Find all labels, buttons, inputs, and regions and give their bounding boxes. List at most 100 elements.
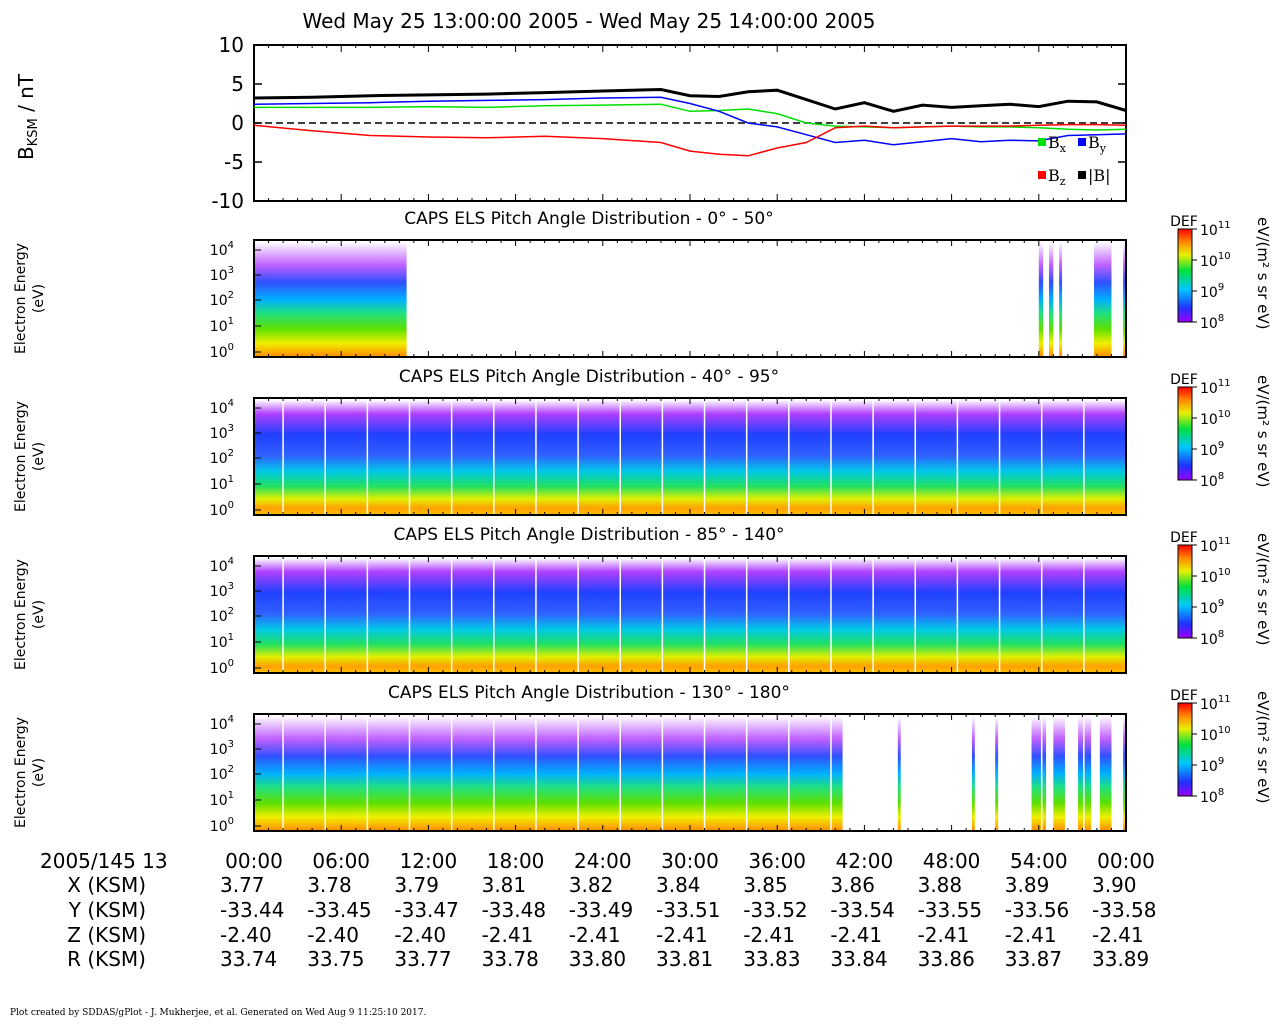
colorbar-tick-exponent: 10: [1218, 409, 1231, 420]
colorbar-tick-base: 10: [1200, 443, 1218, 459]
spectrogram-ylabel: Electron Energy (eV): [13, 243, 47, 354]
ephemeris-row-label: X (KSM): [67, 873, 146, 897]
ephemeris-value: 33.74: [220, 947, 277, 971]
ephemeris-value: 33.84: [830, 947, 887, 971]
legend-label-sub: x: [1060, 142, 1067, 155]
colorbar-tick-label: 1010: [1200, 251, 1231, 270]
spectrogram-ytick-label: 100: [210, 816, 234, 835]
legend-label-btot: |B|: [1088, 166, 1111, 185]
colorbar-tick-label: 1011: [1200, 536, 1231, 555]
spectrogram-ylabel-line1: Electron Energy: [13, 401, 29, 512]
ephemeris-value: 3.79: [394, 873, 439, 897]
ephemeris-row-label: Y (KSM): [68, 898, 146, 922]
colorbar-tick-exponent: 10: [1218, 567, 1231, 578]
ephemeris-value: 3.84: [656, 873, 701, 897]
colorbar-tick-label: 108: [1200, 471, 1224, 490]
colorbar-tick-exponent: 9: [1218, 282, 1224, 293]
colorbar-label: DEF: [1170, 372, 1198, 388]
spectrogram-ylabel: Electron Energy (eV): [13, 559, 47, 670]
ephemeris-value: -2.41: [1092, 923, 1144, 947]
spectrogram-ytick-exponent: 2: [228, 448, 234, 459]
colorbar-tick-base: 10: [1200, 254, 1218, 270]
spectrogram-ytick-label: 100: [210, 658, 234, 677]
ephemeris-value: -33.44: [220, 898, 284, 922]
colorbar: [1177, 386, 1193, 481]
spectrogram-ytick-base: 10: [210, 559, 228, 575]
spectrogram-ytick-label: 101: [210, 632, 234, 651]
legend-label-main: B: [1048, 133, 1060, 152]
spectrogram-ylabel-line1: Electron Energy: [13, 717, 29, 828]
ephemeris-row-label: R (KSM): [67, 947, 146, 971]
spectrogram-ytick-exponent: 4: [228, 714, 234, 725]
series-line-bx: [254, 103, 1127, 131]
ephemeris-value: -33.54: [830, 898, 894, 922]
ephemeris-table: 2005/145 13 00:00 06:00 12:00 18:00 24:00 30:0…: [40, 849, 1156, 971]
spectrogram-ytick-label: 103: [210, 581, 234, 600]
colorbar-tick-label: 109: [1200, 282, 1224, 301]
legend-swatch-btot: [1078, 171, 1086, 179]
colorbar-tick-base: 10: [1200, 539, 1218, 555]
time-tick-label: 24:00: [574, 849, 632, 873]
colorbar-tick-base: 10: [1200, 381, 1218, 397]
spectrogram-ytick-base: 10: [210, 477, 228, 493]
spectrogram-ytick-label: 101: [210, 316, 234, 335]
spectrogram-ytick-exponent: 0: [228, 500, 234, 511]
spectrogram-ytick-label: 104: [210, 240, 234, 259]
mag-ylabel-main: B: [14, 146, 38, 160]
legend-swatch-bx: [1038, 138, 1046, 146]
legend-label-main: |B|: [1088, 166, 1111, 185]
colorbar-tick-label: 109: [1200, 598, 1224, 617]
ephemeris-value: -2.41: [830, 923, 882, 947]
spectrogram-ylabel-line1: Electron Energy: [13, 559, 29, 670]
ephemeris-value: -2.41: [918, 923, 970, 947]
figure-title: Wed May 25 13:00:00 2005 - Wed May 25 14…: [302, 9, 875, 33]
spectrogram-panels: CAPS ELS Pitch Angle Distribution - 0° -…: [13, 209, 1272, 835]
ephemeris-value: -33.55: [918, 898, 982, 922]
spectrogram-ytick-exponent: 0: [228, 342, 234, 353]
legend-label-main: B: [1088, 133, 1100, 152]
colorbar-tick-exponent: 10: [1218, 725, 1231, 736]
colorbar-tick-label: 1011: [1200, 694, 1231, 713]
time-tick-label: 36:00: [748, 849, 806, 873]
ephemeris-value: 33.80: [569, 947, 626, 971]
colorbar-tick-exponent: 11: [1218, 220, 1231, 231]
spectrogram-ytick-exponent: 1: [228, 632, 234, 643]
mag-ylabel-sub: KSM: [26, 118, 41, 146]
spectrogram-ytick-exponent: 3: [228, 265, 234, 276]
colorbar-tick-label: 109: [1200, 756, 1224, 775]
legend-swatch-by: [1078, 138, 1086, 146]
colorbar-tick-label: 1010: [1200, 409, 1231, 428]
spectrogram-ytick-base: 10: [210, 503, 228, 519]
spectrogram-ylabel-line2: (eV): [31, 600, 47, 629]
time-tick-label: 12:00: [400, 849, 458, 873]
spectrogram-ytick-label: 103: [210, 423, 234, 442]
spectrogram-data-block: [1094, 242, 1112, 357]
spectrogram-title: CAPS ELS Pitch Angle Distribution - 85° …: [393, 525, 784, 545]
time-tick-label: 00:00: [1097, 849, 1155, 873]
ephemeris-value: 3.86: [830, 873, 875, 897]
spectrogram-panel-1: CAPS ELS Pitch Angle Distribution - 0° -…: [13, 209, 1272, 361]
ephemeris-value: -2.40: [307, 923, 359, 947]
ephemeris-value: 3.89: [1005, 873, 1050, 897]
colorbar-tick-exponent: 8: [1218, 787, 1224, 798]
colorbar-tick-label: 108: [1200, 629, 1224, 648]
ephemeris-row-label: Z (KSM): [67, 923, 146, 947]
spectrogram-data-block: [1099, 716, 1112, 831]
spectrogram-ytick-exponent: 1: [228, 474, 234, 485]
spectrogram-ytick-exponent: 1: [228, 316, 234, 327]
ephemeris-value: -33.52: [743, 898, 807, 922]
spectrogram-data-block: [254, 400, 1126, 515]
spectrogram-ytick-label: 104: [210, 556, 234, 575]
mag-ytick-label: 0: [231, 111, 244, 135]
ephemeris-value: -33.58: [1092, 898, 1156, 922]
spectrogram-ylabel-line1: Electron Energy: [13, 243, 29, 354]
ephemeris-value: 33.89: [1092, 947, 1149, 971]
colorbar-tick-exponent: 8: [1218, 313, 1224, 324]
spectrogram-ytick-label: 102: [210, 606, 234, 625]
colorbar-label: DEF: [1170, 530, 1198, 546]
colorbar-tick-exponent: 9: [1218, 756, 1224, 767]
spectrogram-panel-3: CAPS ELS Pitch Angle Distribution - 85° …: [13, 525, 1272, 677]
colorbar-unit-label: eV/(m² s sr eV): [1254, 217, 1272, 329]
ephemeris-value: -2.41: [1005, 923, 1057, 947]
spectrogram-ytick-label: 102: [210, 448, 234, 467]
